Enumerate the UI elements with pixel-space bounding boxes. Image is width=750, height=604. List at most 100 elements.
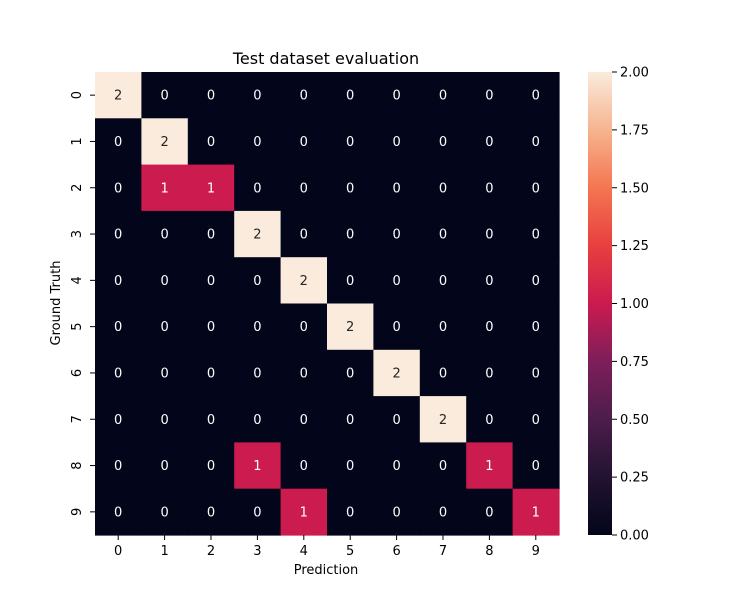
cell-value-label: 2	[114, 89, 122, 104]
heatmap-cell	[512, 349, 560, 397]
colorbar-tick-label: 0.25	[620, 471, 649, 486]
cell-value-label: 0	[114, 366, 122, 381]
cell-value-label: 0	[160, 320, 168, 335]
cell-value-label: 0	[532, 413, 540, 428]
cell-value-label: 0	[207, 274, 215, 289]
heatmap-cell	[512, 118, 560, 166]
heatmap-cell	[280, 72, 328, 119]
heatmap-cell	[187, 396, 235, 443]
heatmap-cell	[327, 349, 374, 397]
heatmap-cell	[466, 118, 514, 166]
cell-value-label: 1	[532, 505, 540, 520]
cell-value-label: 0	[160, 228, 168, 243]
heatmap-cell	[512, 442, 560, 490]
heatmap-cells	[95, 72, 560, 536]
colorbar-tick-label: 1.50	[620, 181, 649, 196]
cell-value-label: 0	[485, 413, 493, 428]
cell-value-label: 0	[114, 135, 122, 150]
cell-value-label: 0	[207, 89, 215, 104]
heatmap-cell	[419, 164, 467, 212]
cell-value-label: 0	[300, 135, 308, 150]
heatmap-cell	[512, 210, 560, 258]
heatmap-cell	[280, 488, 328, 536]
heatmap-cell	[466, 210, 514, 258]
y-tick-label: 4	[70, 276, 85, 284]
cell-value-label: 0	[207, 366, 215, 381]
heatmap-cell	[419, 257, 467, 305]
colorbar-ticks: 0.00 0.25 0.50 0.75 1.00 1.25 1.50 1.75 2.00	[612, 66, 649, 544]
cell-value-label: 1	[160, 181, 168, 196]
x-axis-label: Prediction	[294, 563, 359, 578]
cell-value-label: 0	[346, 228, 354, 243]
heatmap-cell	[141, 257, 189, 305]
cell-value-label: 0	[160, 413, 168, 428]
heatmap-cell	[327, 257, 374, 305]
cell-value-label: 0	[300, 181, 308, 196]
x-tick-label: 4	[300, 544, 308, 559]
cell-value-label: 0	[160, 89, 168, 104]
heatmap-cell	[95, 303, 142, 351]
heatmap-cell	[466, 303, 514, 351]
cell-value-label: 0	[346, 413, 354, 428]
cell-value-label: 0	[207, 228, 215, 243]
heatmap-cell	[466, 257, 514, 305]
cell-value-label: 0	[300, 320, 308, 335]
colorbar	[588, 72, 612, 535]
cell-value-label: 0	[114, 505, 122, 520]
heatmap-cell	[373, 349, 421, 397]
cell-value-label: 0	[346, 505, 354, 520]
heatmap-cell	[512, 303, 560, 351]
y-tick-label: 2	[70, 184, 85, 192]
cell-value-label: 0	[253, 274, 261, 289]
heatmap-cell	[234, 118, 282, 166]
cell-value-label: 0	[207, 135, 215, 150]
cell-value-label: 1	[253, 459, 261, 474]
heatmap-cell	[419, 72, 467, 119]
cell-value-label: 0	[207, 413, 215, 428]
heatmap-cell	[327, 210, 374, 258]
heatmap-cell	[466, 349, 514, 397]
cell-value-label: 0	[253, 181, 261, 196]
heatmap-cell	[141, 349, 189, 397]
heatmap-cell	[95, 257, 142, 305]
cell-value-label: 0	[485, 366, 493, 381]
cell-value-label: 0	[114, 181, 122, 196]
heatmap-cell-labels: 2 0 0 0 0 0 0 0 0 0 0 2 0 0 0 0 0 0 0 0 0 1 1 0 0 0 0 0 0 0 0 0 0 2 0 0 0 0 0 0…	[114, 89, 540, 521]
cell-value-label: 0	[485, 89, 493, 104]
cell-value-label: 2	[253, 228, 261, 243]
heatmap-cell	[373, 396, 421, 443]
heatmap-cell	[512, 164, 560, 212]
heatmap-cell	[327, 303, 374, 351]
heatmap-cell	[327, 164, 374, 212]
heatmap-cell	[141, 303, 189, 351]
cell-value-label: 0	[392, 505, 400, 520]
colorbar-tick-label: 2.00	[620, 66, 649, 81]
heatmap-cell	[280, 257, 328, 305]
cell-value-label: 0	[160, 505, 168, 520]
cell-value-label: 0	[439, 89, 447, 104]
y-tick-label: 3	[70, 230, 85, 238]
cell-value-label: 0	[532, 459, 540, 474]
heatmap-cell	[512, 257, 560, 305]
heatmap-cell	[512, 488, 560, 536]
cell-value-label: 0	[160, 366, 168, 381]
heatmap-cell	[466, 72, 514, 119]
cell-value-label: 0	[346, 274, 354, 289]
cell-value-label: 0	[485, 274, 493, 289]
colorbar-tick-label: 0.00	[620, 529, 649, 544]
cell-value-label: 0	[300, 413, 308, 428]
heatmap-cell	[373, 118, 421, 166]
cell-value-label: 0	[346, 459, 354, 474]
cell-value-label: 0	[346, 366, 354, 381]
heatmap-cell	[280, 118, 328, 166]
heatmap-cell	[187, 164, 235, 212]
cell-value-label: 0	[253, 366, 261, 381]
y-axis-ticks: 0 1 2 3 4 5 6 7 8 9	[70, 91, 95, 516]
heatmap-cell	[234, 396, 282, 443]
heatmap-cell	[373, 210, 421, 258]
heatmap-cell	[95, 349, 142, 397]
heatmap-cell	[234, 349, 282, 397]
cell-value-label: 0	[207, 459, 215, 474]
heatmap-cell	[141, 396, 189, 443]
heatmap-cell	[280, 396, 328, 443]
